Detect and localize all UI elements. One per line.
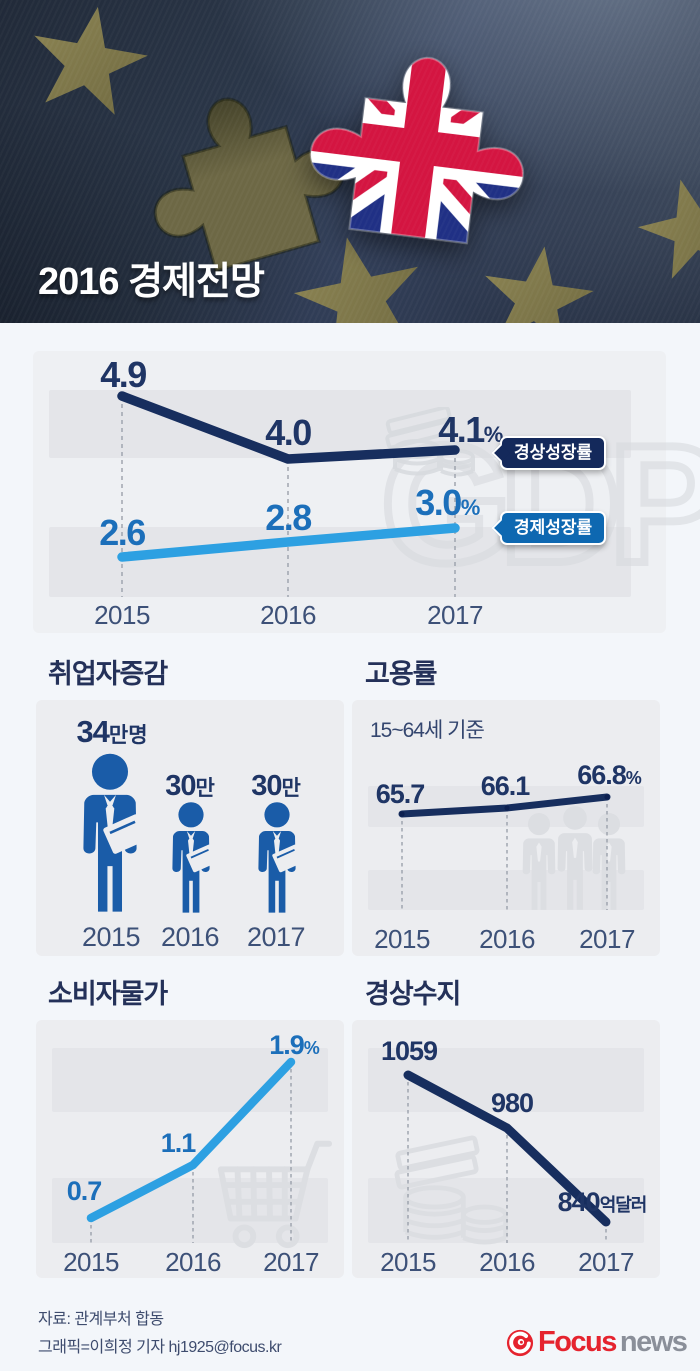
worker-person-icon xyxy=(83,753,148,912)
x-axis-year: 2016 xyxy=(160,922,220,952)
x-axis-year: 2017 xyxy=(427,600,483,630)
eu-star-icon xyxy=(19,0,157,130)
value-label: 0.7 xyxy=(66,1176,103,1206)
x-axis-year: 2015 xyxy=(81,922,141,952)
chart-band xyxy=(368,870,644,910)
value-label: 3.0% xyxy=(415,482,480,523)
focus-news-logo: Focus news xyxy=(506,1326,688,1358)
x-axis-year: 2015 xyxy=(63,1247,119,1277)
x-axis-year: 2017 xyxy=(578,1247,634,1277)
value-label: 30만 xyxy=(251,770,301,802)
x-axis-year: 2016 xyxy=(479,924,535,954)
employment-rate-card: 15~64세 기준 65.7 66.1 66.8% 2015 2016 2017 xyxy=(352,700,660,956)
value-label: 4.9 xyxy=(100,354,147,395)
value-label: 30만 xyxy=(165,770,215,802)
x-axis-year: 2017 xyxy=(579,924,635,954)
consumer-price-line-chart xyxy=(86,1057,296,1243)
source-credit: 자료: 관계부처 합동 xyxy=(38,1311,164,1328)
employment-change-card: 34만명 30만 30만 2015 2016 2017 xyxy=(36,700,344,956)
coins-watermark-icon xyxy=(394,1135,509,1245)
x-axis-year: 2017 xyxy=(246,922,306,952)
growth-chart-card: GDP 4.9 4.0 4.1% 2.6 2.8 3.0% 경상성장률 경제성장… xyxy=(33,351,700,633)
section-title-employment-change: 취업자증감 xyxy=(48,659,168,689)
x-axis-year: 2015 xyxy=(374,924,430,954)
value-label: 2.8 xyxy=(265,497,312,538)
worker-person-icon xyxy=(258,802,304,913)
chart-band xyxy=(52,1048,328,1112)
consumer-price-card: 0.7 1.1 1.9% 2015 2016 2017 xyxy=(36,1020,344,1278)
legend-badge-nominal-growth: 경상성장률 xyxy=(500,436,607,470)
value-label: 65.7 xyxy=(375,779,426,809)
people-watermark-icon xyxy=(522,813,556,910)
value-label: 2.6 xyxy=(99,512,146,553)
value-label: 980 xyxy=(490,1088,534,1118)
logo-brand-text: Focus xyxy=(538,1326,617,1358)
value-label: 66.1 xyxy=(480,771,531,801)
age-basis-note: 15~64세 기준 xyxy=(370,719,485,742)
people-watermark-icon xyxy=(557,806,593,910)
section-title-employment-rate: 고용률 xyxy=(365,659,438,689)
eu-star-icon xyxy=(627,166,700,294)
eu-star-icon xyxy=(282,224,437,323)
employment-rate-line-chart xyxy=(398,793,611,910)
uk-flag-puzzle-icon xyxy=(302,45,536,249)
value-label: 840억달러 xyxy=(557,1187,648,1217)
value-label: 66.8% xyxy=(577,760,642,790)
x-axis-year: 2015 xyxy=(380,1247,436,1277)
hero-header: 2016 경제전망 xyxy=(0,0,700,323)
page-title: 2016 경제전망 xyxy=(38,261,265,303)
value-label: 1059 xyxy=(380,1036,438,1066)
growth-lines-chart xyxy=(117,391,460,597)
worker-person-icon xyxy=(172,802,218,913)
value-label: 1.1 xyxy=(160,1128,197,1158)
value-label: 1.9% xyxy=(269,1030,320,1060)
focus-swirl-icon xyxy=(506,1329,534,1356)
eu-star-icon xyxy=(473,239,601,323)
logo-suffix-text: news xyxy=(619,1326,688,1358)
section-title-consumer-price: 소비자물가 xyxy=(48,979,168,1009)
x-axis-year: 2016 xyxy=(260,600,316,630)
value-label: 4.1% xyxy=(438,409,503,450)
x-axis-year: 2015 xyxy=(94,600,150,630)
current-account-line-chart xyxy=(403,1070,611,1243)
section-title-current-account: 경상수지 xyxy=(365,979,461,1009)
value-label: 34만명 xyxy=(76,714,148,749)
x-axis-year: 2016 xyxy=(165,1247,221,1277)
cart-watermark-icon xyxy=(217,1140,333,1249)
graphic-credit: 그래픽=이희정 기자 hj1925@focus.kr xyxy=(38,1339,282,1356)
legend-badge-economic-growth: 경제성장률 xyxy=(500,511,607,545)
x-axis-year: 2017 xyxy=(263,1247,319,1277)
value-label: 4.0 xyxy=(265,412,312,453)
current-account-card: 1059 980 840억달러 2015 2016 2017 xyxy=(352,1020,660,1278)
x-axis-year: 2016 xyxy=(479,1247,535,1277)
